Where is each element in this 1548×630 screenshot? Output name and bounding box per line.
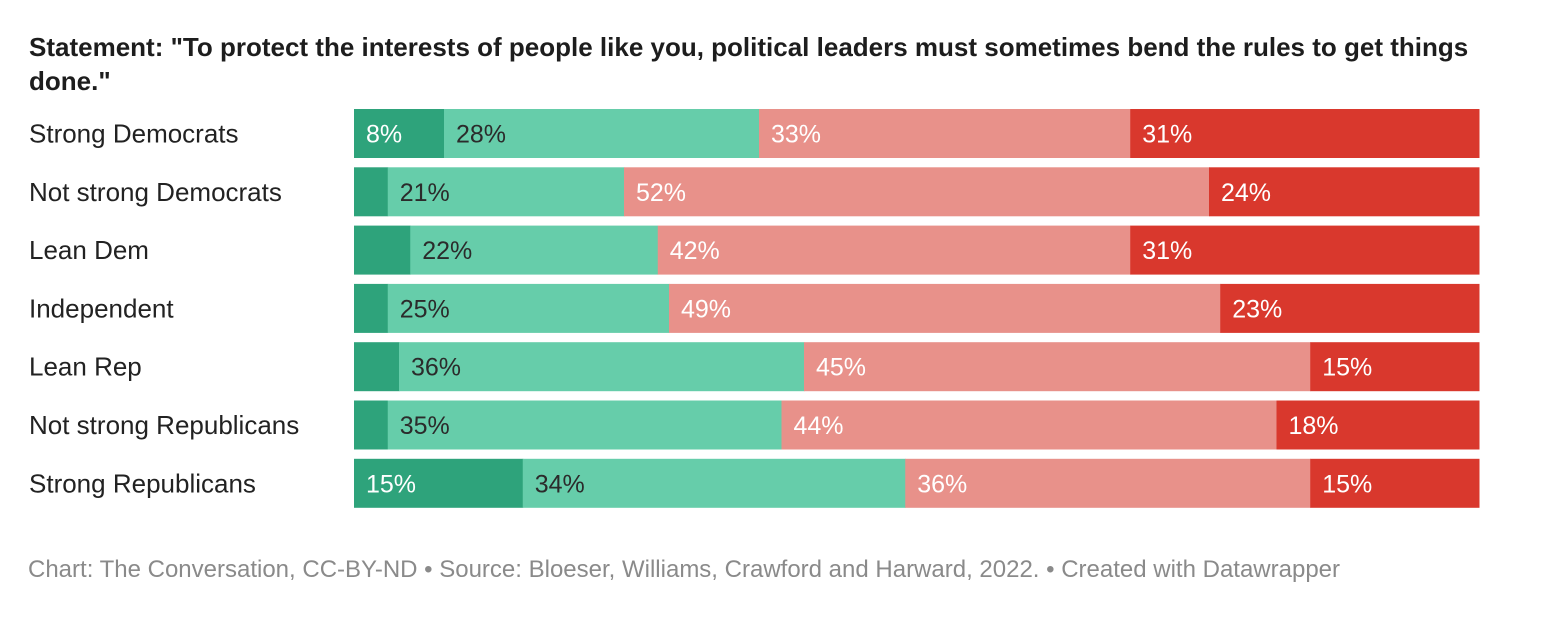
bar-row: Independent 25% 49% 23% bbox=[29, 283, 1480, 333]
data-label: 36% bbox=[411, 354, 461, 382]
data-label: 28% bbox=[456, 121, 506, 149]
bar-segment bbox=[657, 225, 1131, 275]
bar-segment bbox=[444, 109, 760, 158]
bar-segment bbox=[1310, 342, 1480, 392]
bar-segment bbox=[1310, 458, 1480, 508]
data-label: 34% bbox=[535, 470, 585, 498]
bar-segment bbox=[804, 342, 1311, 392]
category-label: Independent bbox=[29, 293, 174, 323]
data-label: 45% bbox=[816, 354, 866, 382]
data-label: 49% bbox=[681, 295, 731, 323]
bar-segment bbox=[387, 400, 782, 450]
category-label: Lean Dem bbox=[29, 235, 149, 265]
bar-row: Not strong Democrats 21% 52% 24% bbox=[29, 167, 1480, 217]
chart-footer: Chart: The Conversation, CC-BY-ND • Sour… bbox=[28, 556, 1341, 583]
bar-row: Strong Democrats 8% 28% 33% 31% bbox=[29, 109, 1480, 158]
data-label: 15% bbox=[366, 470, 416, 498]
data-label: 21% bbox=[400, 179, 450, 207]
bar-segment bbox=[354, 400, 389, 450]
bar-segment bbox=[905, 458, 1311, 508]
data-label: 36% bbox=[917, 470, 967, 498]
bar-row: Strong Republicans 15% 34% 36% 15% bbox=[29, 458, 1480, 508]
data-label: 35% bbox=[400, 412, 450, 440]
data-label: 18% bbox=[1289, 412, 1339, 440]
bar-segment bbox=[1130, 109, 1480, 158]
data-label: 31% bbox=[1142, 121, 1192, 149]
category-label: Not strong Republicans bbox=[29, 410, 299, 440]
bar-segment bbox=[759, 109, 1131, 158]
bar-segment bbox=[354, 283, 389, 333]
bar-segment bbox=[522, 458, 906, 508]
data-label: 52% bbox=[636, 179, 686, 207]
data-label: 24% bbox=[1221, 179, 1271, 207]
stacked-bar-chart: Strong Democrats 8% 28% 33% 31% Not strong De… bbox=[29, 109, 1480, 508]
category-label: Lean Rep bbox=[29, 352, 142, 382]
bar-segment bbox=[1276, 400, 1480, 450]
chart-title: Statement: "To protect the interests of … bbox=[29, 32, 1469, 96]
data-label: 15% bbox=[1322, 470, 1372, 498]
category-label: Strong Democrats bbox=[29, 119, 239, 149]
bar-segment bbox=[354, 458, 524, 508]
data-label: 8% bbox=[366, 121, 402, 149]
bar-row: Lean Dem 22% 42% 31% bbox=[29, 225, 1480, 275]
bar-segment bbox=[354, 342, 400, 392]
bar-segment bbox=[781, 400, 1277, 450]
bar-segment bbox=[669, 283, 1221, 333]
data-label: 22% bbox=[422, 237, 472, 265]
bar-segment bbox=[354, 225, 411, 275]
bar-segment bbox=[354, 167, 389, 217]
bar-row: Not strong Republicans 35% 44% 18% bbox=[29, 400, 1480, 450]
bar-segment bbox=[354, 109, 445, 158]
bar-segment bbox=[1130, 225, 1480, 275]
data-label: 42% bbox=[670, 237, 720, 265]
data-label: 33% bbox=[771, 121, 821, 149]
bar-segment bbox=[387, 283, 670, 333]
bar-segment bbox=[624, 167, 1210, 217]
category-label: Strong Republicans bbox=[29, 468, 256, 498]
data-label: 23% bbox=[1232, 295, 1282, 323]
data-label: 31% bbox=[1142, 237, 1192, 265]
bar-segment bbox=[410, 225, 659, 275]
data-label: 25% bbox=[400, 295, 450, 323]
data-label: 15% bbox=[1322, 354, 1372, 382]
data-label: 44% bbox=[794, 412, 844, 440]
bar-segment bbox=[387, 167, 625, 217]
bar-segment bbox=[399, 342, 805, 392]
category-label: Not strong Democrats bbox=[29, 177, 282, 207]
bar-segment bbox=[1220, 283, 1480, 333]
bar-row: Lean Rep 36% 45% 15% bbox=[29, 342, 1480, 392]
bar-segment bbox=[1209, 167, 1480, 217]
